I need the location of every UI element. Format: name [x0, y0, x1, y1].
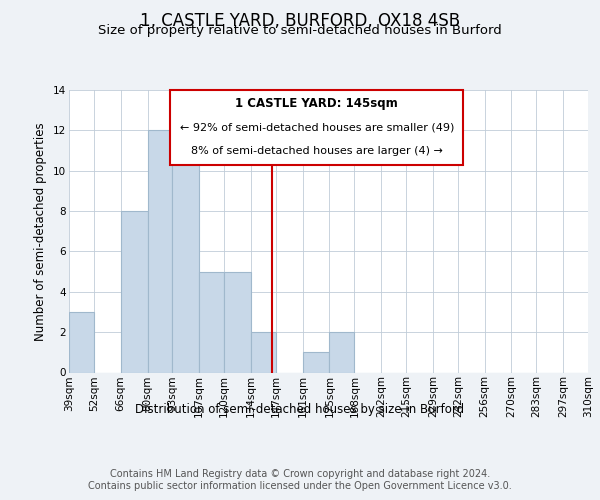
Bar — [224, 272, 251, 372]
Y-axis label: Number of semi-detached properties: Number of semi-detached properties — [34, 122, 47, 340]
Bar — [172, 150, 199, 372]
Bar — [302, 352, 329, 372]
Text: 8% of semi-detached houses are larger (4) →: 8% of semi-detached houses are larger (4… — [191, 146, 443, 156]
FancyBboxPatch shape — [170, 90, 463, 165]
Text: Contains HM Land Registry data © Crown copyright and database right 2024.: Contains HM Land Registry data © Crown c… — [110, 469, 490, 479]
Bar — [329, 332, 355, 372]
Text: Contains public sector information licensed under the Open Government Licence v3: Contains public sector information licen… — [88, 481, 512, 491]
Text: ← 92% of semi-detached houses are smaller (49): ← 92% of semi-detached houses are smalle… — [179, 122, 454, 132]
Bar — [199, 272, 224, 372]
Bar — [121, 211, 148, 372]
Bar — [69, 312, 94, 372]
Text: Size of property relative to semi-detached houses in Burford: Size of property relative to semi-detach… — [98, 24, 502, 37]
Text: 1, CASTLE YARD, BURFORD, OX18 4SB: 1, CASTLE YARD, BURFORD, OX18 4SB — [140, 12, 460, 30]
Text: 1 CASTLE YARD: 145sqm: 1 CASTLE YARD: 145sqm — [235, 97, 398, 110]
Bar — [148, 130, 172, 372]
Text: Distribution of semi-detached houses by size in Burford: Distribution of semi-detached houses by … — [136, 402, 464, 415]
Bar — [251, 332, 276, 372]
